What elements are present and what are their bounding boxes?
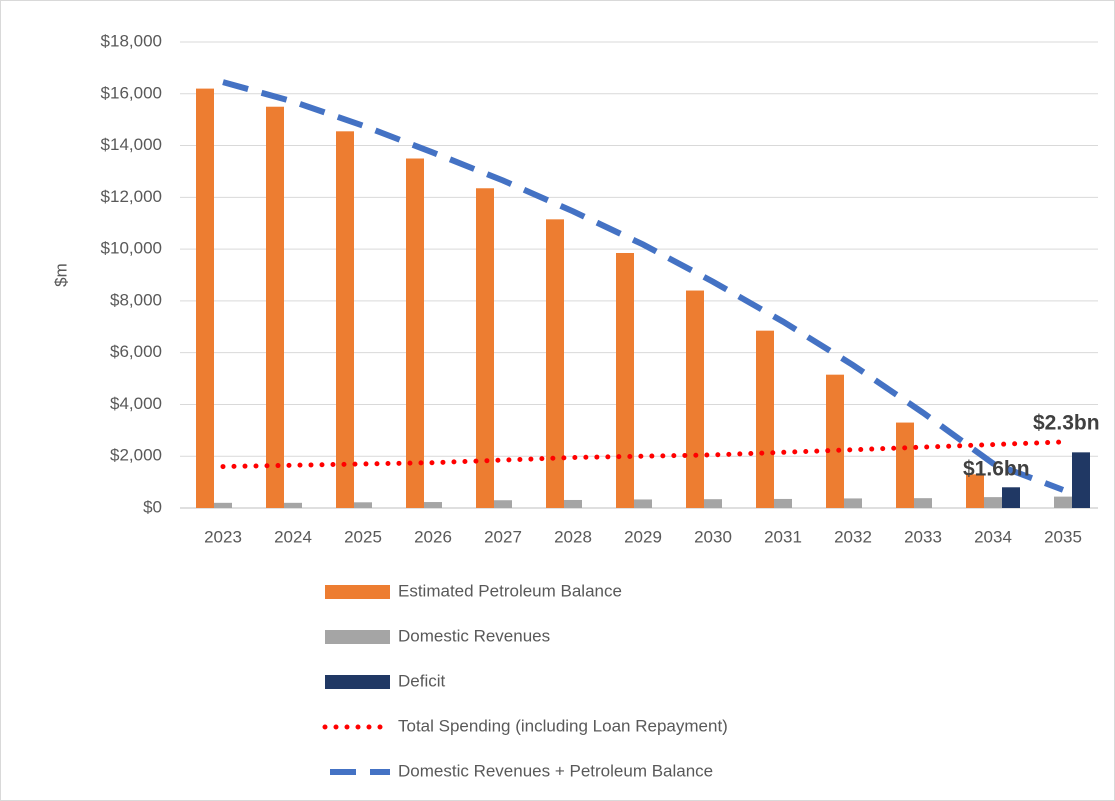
bar (844, 498, 862, 508)
bar (284, 502, 302, 508)
legend-label: Estimated Petroleum Balance (398, 581, 622, 600)
legend-swatch (325, 585, 390, 599)
x-tick-label: 2025 (344, 527, 382, 546)
y-tick-label: $10,000 (101, 239, 162, 258)
bar (914, 498, 932, 508)
bar (896, 422, 914, 508)
x-tick-label: 2023 (204, 527, 242, 546)
legend-label: Deficit (398, 671, 446, 690)
x-tick-label: 2035 (1044, 527, 1082, 546)
bar (196, 88, 214, 508)
bar (1002, 487, 1020, 508)
legend-swatch (325, 675, 390, 689)
bar (984, 497, 1002, 508)
legend-label: Domestic Revenues + Petroleum Balance (398, 761, 713, 780)
y-tick-label: $12,000 (101, 187, 162, 206)
bar (634, 499, 652, 508)
x-tick-label: 2031 (764, 527, 802, 546)
legend-swatch (325, 630, 390, 644)
y-tick-label: $4,000 (110, 394, 162, 413)
x-tick-label: 2026 (414, 527, 452, 546)
bar (1072, 452, 1090, 508)
line (222, 79, 1065, 493)
x-tick-label: 2028 (554, 527, 592, 546)
bar (826, 374, 844, 508)
y-tick-label: $8,000 (110, 290, 162, 309)
x-tick-label: 2029 (624, 527, 662, 546)
y-tick-label: $0 (143, 497, 162, 516)
x-tick-label: 2034 (974, 527, 1012, 546)
x-tick-label: 2032 (834, 527, 872, 546)
bar (336, 131, 354, 509)
y-tick-label: $18,000 (101, 31, 162, 50)
line (220, 439, 1066, 470)
bar (494, 500, 512, 508)
bar (686, 290, 704, 508)
x-tick-label: 2033 (904, 527, 942, 546)
x-tick-label: 2027 (484, 527, 522, 546)
annotation: $2.3bn (1033, 412, 1100, 435)
bar (266, 106, 284, 508)
bar (424, 502, 442, 508)
bar (214, 502, 232, 508)
bar (774, 498, 792, 508)
y-axis-label: $m (51, 263, 70, 287)
bar (704, 499, 722, 508)
y-tick-label: $16,000 (101, 83, 162, 102)
annotation: $1.6bn (963, 458, 1030, 481)
bar (1054, 496, 1072, 508)
y-tick-label: $14,000 (101, 135, 162, 154)
bar (546, 219, 564, 509)
bar (564, 499, 582, 508)
bar (476, 188, 494, 508)
bar (966, 474, 984, 508)
y-tick-label: $2,000 (110, 446, 162, 465)
x-tick-label: 2030 (694, 527, 732, 546)
bar (354, 502, 372, 508)
x-tick-label: 2024 (274, 527, 312, 546)
y-tick-label: $6,000 (110, 342, 162, 361)
bar (616, 252, 634, 508)
legend-label: Total Spending (including Loan Repayment… (398, 716, 728, 735)
bar (406, 158, 424, 508)
legend-label: Domestic Revenues (398, 626, 550, 645)
bar (756, 330, 774, 508)
